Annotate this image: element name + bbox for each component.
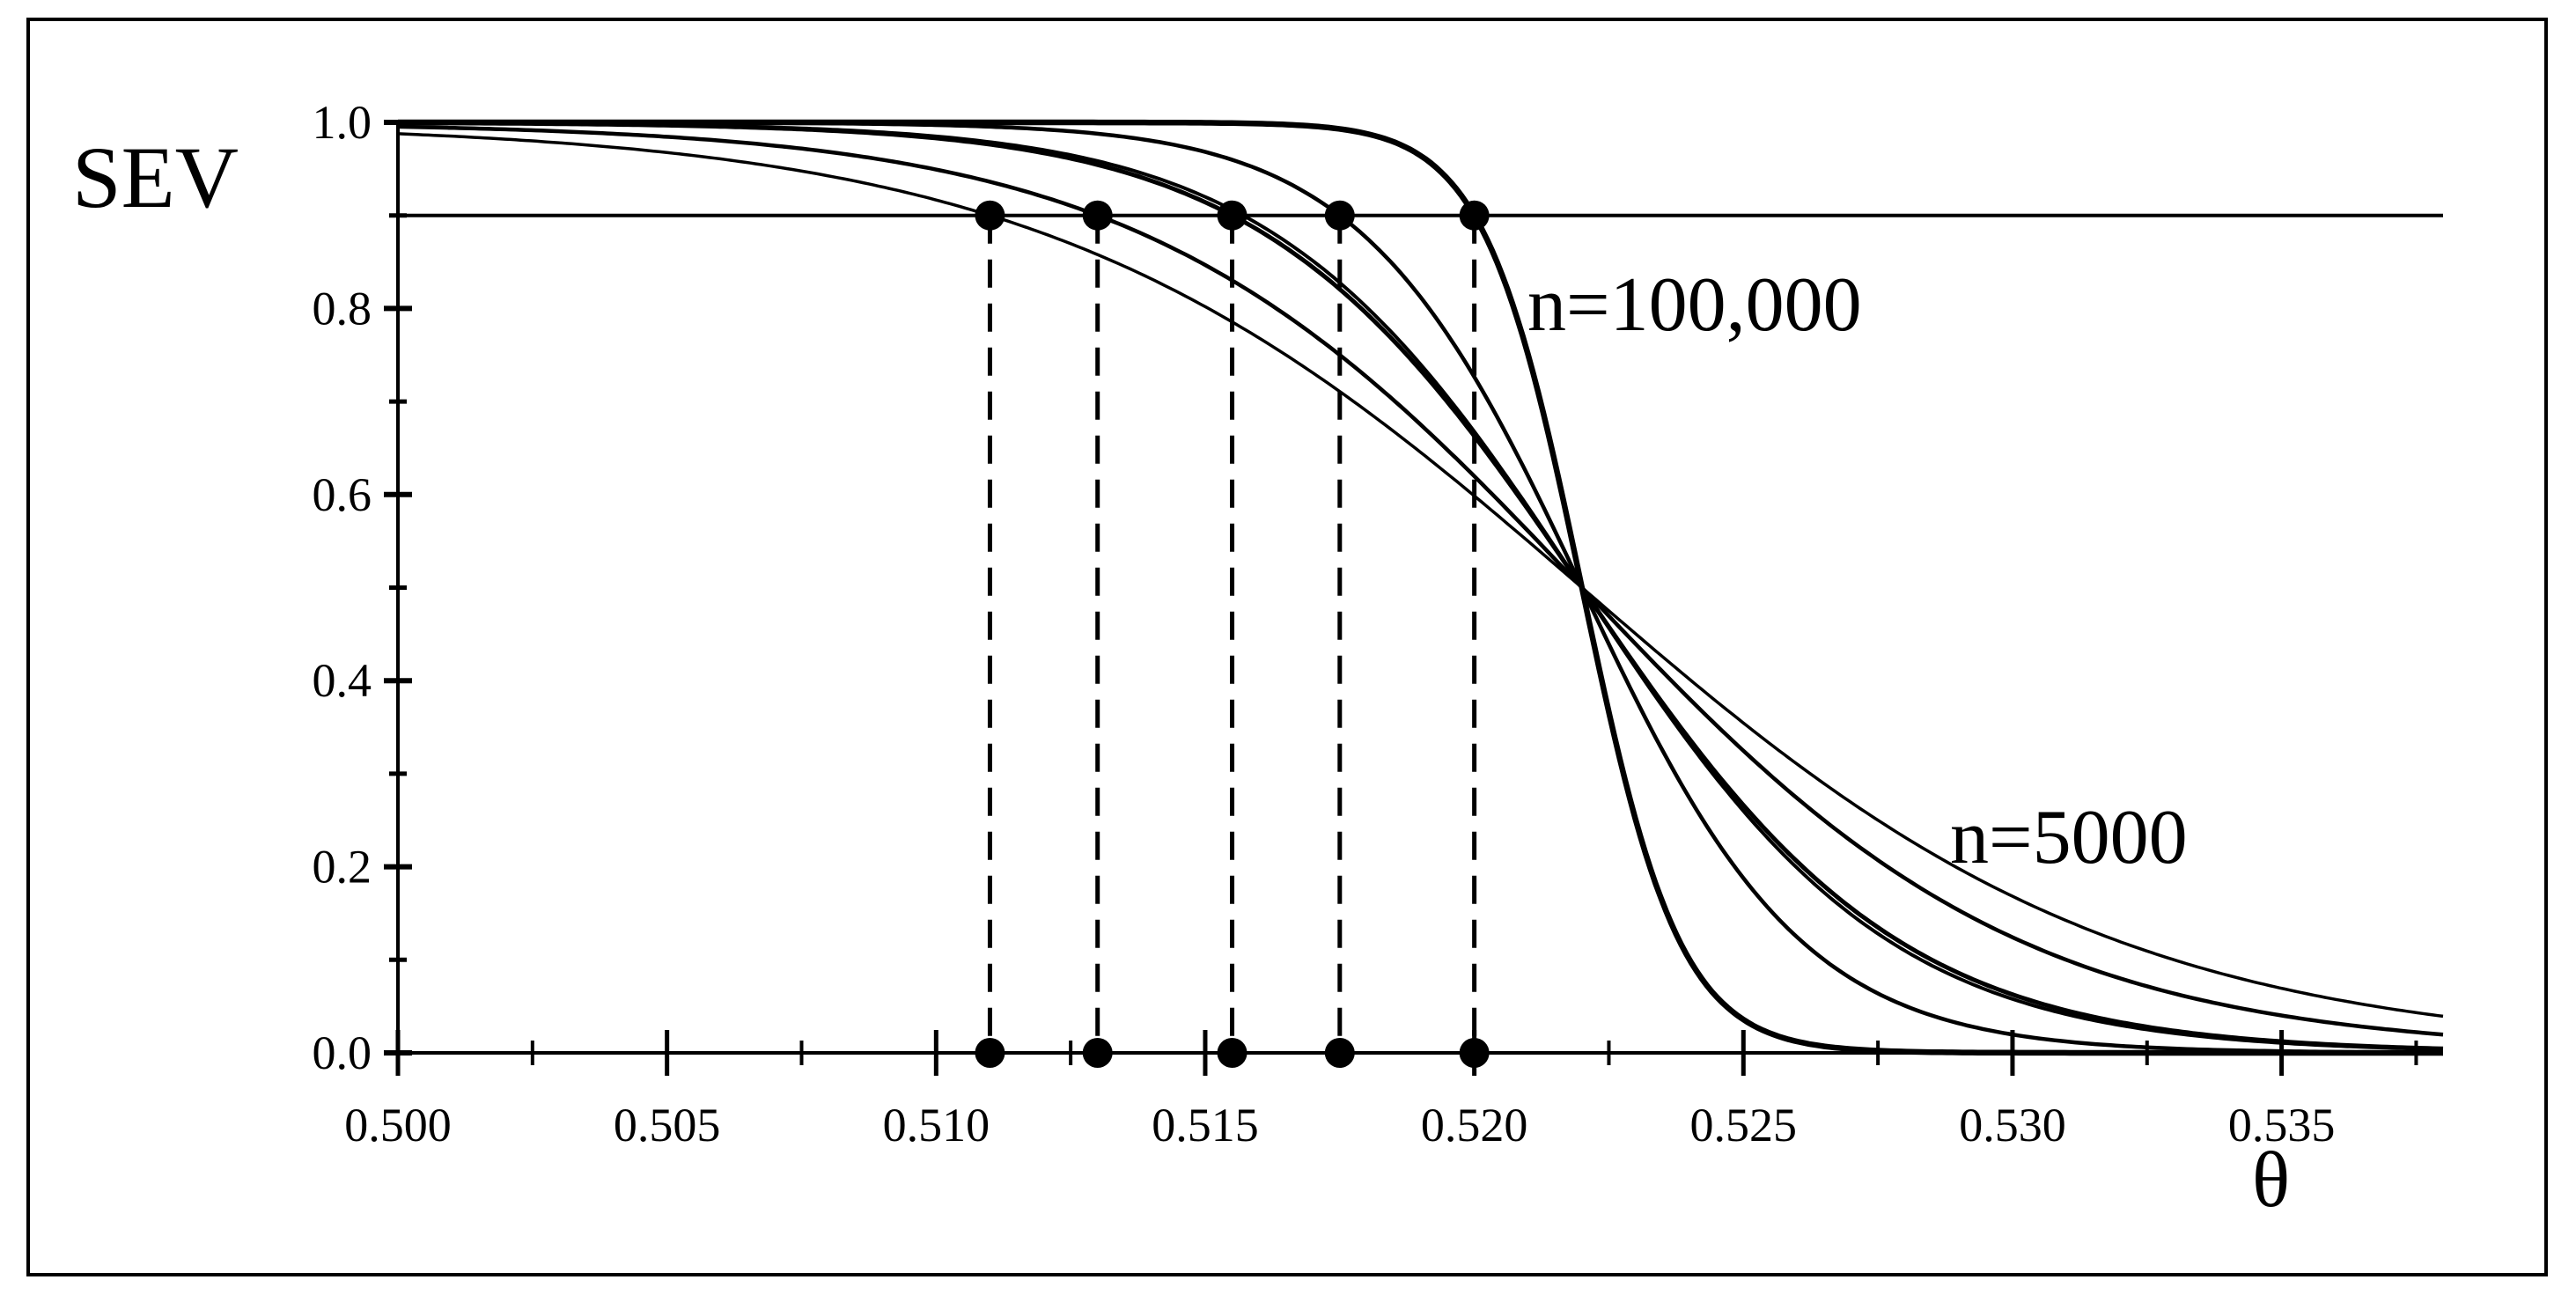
severity-point-3 [1324, 200, 1355, 231]
severity-point-0 [975, 200, 1005, 231]
y-tick-label: 0.2 [313, 841, 372, 894]
x-tick-label: 0.525 [1690, 1099, 1798, 1151]
severity-point-2 [1217, 200, 1248, 231]
severity-point-1 [1082, 200, 1113, 231]
severity-curve-1 [397, 124, 2444, 1037]
axes-layer [396, 122, 2443, 1055]
axis-point-4 [1459, 1038, 1490, 1068]
axis-point-1 [1082, 1038, 1113, 1068]
severity-curve-2 [398, 121, 2444, 1051]
x-tick-label: 0.530 [1959, 1099, 2066, 1151]
annotation-n-100000: n=100,000 [1527, 262, 1862, 348]
severity-curve-3 [398, 121, 2444, 1051]
x-tick-label: 0.510 [883, 1099, 990, 1151]
x-axis-label: θ [2252, 1136, 2290, 1224]
drop-line-layer [987, 215, 1477, 1053]
x-tick-label: 0.535 [2228, 1099, 2336, 1151]
severity-curve-4 [398, 120, 2443, 1055]
y-axis-label: SEV [72, 129, 239, 226]
point-layer [975, 200, 1490, 1068]
x-tick-label: 0.500 [344, 1099, 452, 1151]
y-tick-label: 0.0 [313, 1026, 372, 1079]
severity-curve-5 [398, 119, 2443, 1056]
y-tick-label: 0.6 [313, 468, 372, 521]
annotation-n-5000: n=5000 [1950, 795, 2188, 880]
curve-layer [397, 119, 2444, 1056]
severity-point-4 [1459, 200, 1490, 231]
y-tick-label: 1.0 [313, 96, 372, 149]
y-tick-label: 0.4 [313, 654, 372, 707]
x-tick-label: 0.515 [1152, 1099, 1259, 1151]
x-tick-label: 0.505 [614, 1099, 721, 1151]
chart-frame [26, 18, 2548, 1276]
axis-point-0 [975, 1038, 1005, 1068]
severity-curve-0 [397, 132, 2444, 1019]
y-tick-label: 0.8 [313, 282, 372, 335]
tick-layer: 0.0 0.2 0.4 0.6 0.8 1.0 0.500 0.505 0.510 0.515 0.… [313, 96, 2418, 1151]
axis-point-3 [1324, 1038, 1355, 1068]
x-tick-label: 0.520 [1421, 1099, 1528, 1151]
axis-point-2 [1217, 1038, 1248, 1068]
